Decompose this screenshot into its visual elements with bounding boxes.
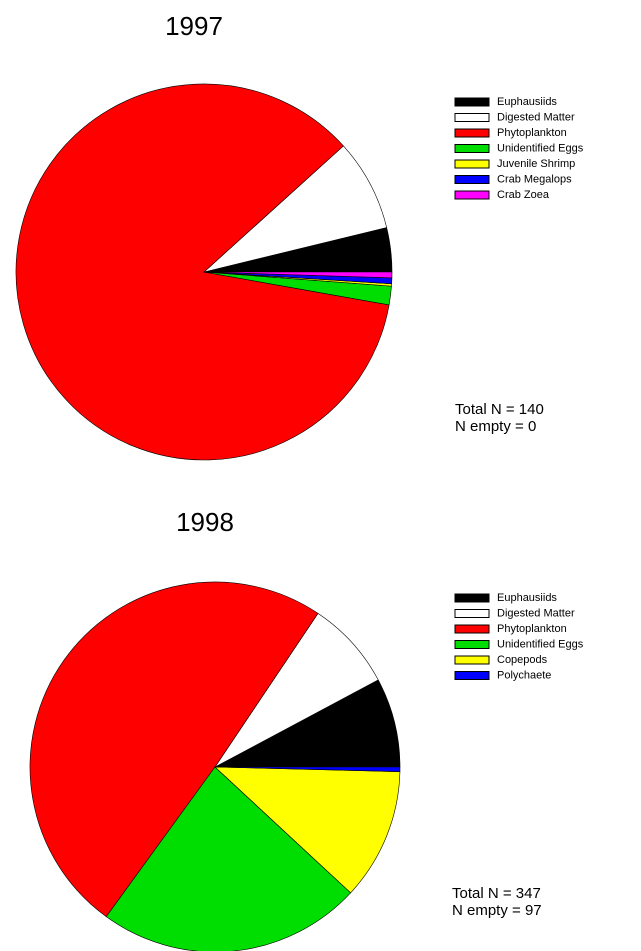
legend-label: Euphausiids xyxy=(497,592,557,604)
legend-swatch xyxy=(454,175,490,184)
legend-label: Phytoplankton xyxy=(497,623,567,635)
annotation: Total N = 347 xyxy=(452,885,541,902)
chart-title: 1998 xyxy=(176,507,234,537)
legend-label: Digested Matter xyxy=(497,607,575,619)
legend-swatch xyxy=(454,113,490,122)
pie-slice xyxy=(105,766,352,951)
pie-slice xyxy=(29,581,319,918)
legend-swatch xyxy=(454,609,490,618)
legend-label: Unidentified Eggs xyxy=(497,638,584,650)
legend-swatch xyxy=(454,640,490,649)
legend-label: Unidentified Eggs xyxy=(497,142,584,154)
legend-label: Juvenile Shrimp xyxy=(497,158,575,170)
legend-swatch xyxy=(454,624,490,634)
pie-slice xyxy=(203,271,393,279)
legend-label: Euphausiids xyxy=(497,96,557,108)
annotation: N empty = 0 xyxy=(455,418,536,435)
legend-label: Crab Zoea xyxy=(497,189,550,201)
legend-swatch xyxy=(454,655,490,665)
legend-swatch xyxy=(454,593,490,603)
legend-swatch xyxy=(454,671,490,680)
chart-title: 1997 xyxy=(165,11,223,41)
legend-label: Crab Megalops xyxy=(497,173,572,185)
legend-swatch xyxy=(454,97,490,107)
legend-label: Polychaete xyxy=(497,669,551,681)
legend-swatch xyxy=(454,190,490,200)
legend-swatch xyxy=(454,144,490,153)
legend-label: Copepods xyxy=(497,654,548,666)
legend-swatch xyxy=(454,159,490,169)
pie-slice xyxy=(214,766,401,772)
pie-slice xyxy=(214,766,401,894)
legend-label: Phytoplankton xyxy=(497,127,567,139)
annotation: Total N = 140 xyxy=(455,401,544,418)
pie-slice xyxy=(203,145,388,273)
pie-slice xyxy=(15,83,390,461)
legend-swatch xyxy=(454,128,490,138)
legend-label: Digested Matter xyxy=(497,111,575,123)
annotation: N empty = 97 xyxy=(452,902,542,919)
